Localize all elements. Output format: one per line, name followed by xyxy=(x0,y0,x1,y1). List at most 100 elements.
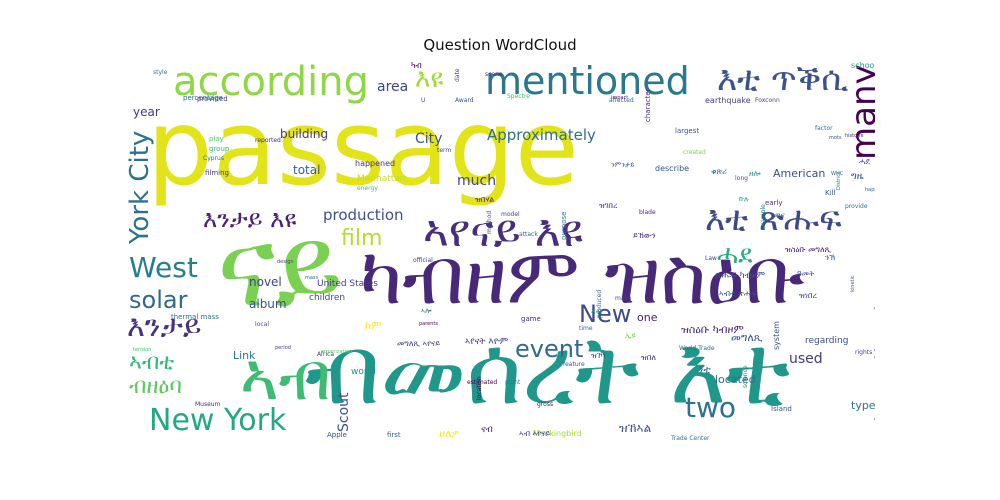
word-29: much xyxy=(457,173,497,189)
word-87: group xyxy=(209,145,230,153)
word-71: ኣብ xyxy=(591,307,603,316)
word-82: ንኽ xyxy=(825,253,836,262)
word-53: school xyxy=(851,62,875,70)
word-37: Link xyxy=(233,349,256,362)
word-11: York City xyxy=(125,130,155,244)
word-106: largest xyxy=(675,127,700,135)
word-146: histoire xyxy=(845,133,864,139)
word-57: ጽሑፍ ካብዞም xyxy=(715,271,766,281)
word-109: affected xyxy=(609,97,634,104)
word-110: Award xyxy=(455,97,474,104)
word-51: regarding xyxy=(805,336,849,346)
word-3: ካብዘም ዝስዕቡ xyxy=(360,232,806,322)
word-59: መግለጺ xyxy=(731,331,763,344)
word-104: Foxconn xyxy=(755,97,780,104)
word-131: blade xyxy=(639,209,656,216)
word-88: Cyprus xyxy=(203,155,224,162)
word-84: style xyxy=(153,69,168,76)
word-83: ይኸውን xyxy=(633,231,656,240)
word-124: energy xyxy=(357,185,378,192)
word-7: ኣየናይ እዩ xyxy=(423,206,583,257)
word-121: official xyxy=(413,257,433,264)
word-13: እቲ ጽሑፍ xyxy=(705,199,842,239)
word-4: according xyxy=(173,62,369,105)
chart-title: Question WordCloud xyxy=(423,36,577,54)
word-33: building xyxy=(280,127,329,141)
word-60: ዝስዕቡ ካብዞም xyxy=(681,323,744,336)
word-90: reported xyxy=(255,137,281,144)
word-10: West xyxy=(129,251,198,284)
word-141: WHC xyxy=(831,171,844,177)
word-0: passage xyxy=(147,87,579,209)
word-58: ዝስዕቡ መግለጺ xyxy=(785,245,832,254)
word-62: ኣየናት እዮም xyxy=(465,337,509,347)
word-85: provided xyxy=(197,95,228,103)
word-114: game xyxy=(521,315,541,323)
word-134: kinetic xyxy=(850,275,856,292)
word-120: purpose xyxy=(560,211,568,240)
word-64: ኣብቲ ጽሑፍ xyxy=(719,289,758,298)
word-118: estimated xyxy=(467,379,498,386)
word-17: እንታይ xyxy=(127,309,202,344)
word-44: United States xyxy=(317,279,378,289)
word-35: novel xyxy=(249,275,282,289)
word-119: make xyxy=(615,295,632,302)
word-139: impact xyxy=(611,95,629,101)
word-22: እንታይ እዩ xyxy=(203,205,297,233)
word-14: event xyxy=(515,335,584,363)
word-116: feature xyxy=(563,361,585,368)
word-50: describe xyxy=(655,164,690,173)
word-27: ሓደ xyxy=(717,240,753,270)
word-21: Approximately xyxy=(487,126,596,144)
word-79: ኩሉ xyxy=(739,195,750,203)
word-138: date xyxy=(454,68,461,82)
word-102: World Trade xyxy=(679,345,715,352)
word-129: happens xyxy=(865,187,875,193)
word-65: ዘሎ xyxy=(749,169,761,178)
word-147: mass xyxy=(305,275,319,281)
word-130: organization xyxy=(321,349,353,355)
word-81: ዝገበረ xyxy=(599,201,618,210)
word-112: Spectre xyxy=(507,93,530,100)
word-86: play xyxy=(209,135,224,143)
word-9: ኣብ xyxy=(240,338,332,415)
word-127: long xyxy=(735,175,748,182)
word-12: many xyxy=(844,64,875,160)
word-23: production xyxy=(323,206,404,224)
word-151: ንምንታይ xyxy=(611,161,635,169)
word-40: type xyxy=(851,399,875,412)
word-cloud: passage ናይ ብመሰረት እቲ ካብዘም ዝስዕቡ according menti… xyxy=(125,62,875,440)
word-70: ዋና xyxy=(775,211,785,220)
word-46: world xyxy=(351,367,376,377)
word-74: ዝበለ xyxy=(641,353,657,362)
word-48: percentage xyxy=(183,94,223,102)
word-148: design xyxy=(277,259,294,265)
word-30: City xyxy=(415,131,443,147)
word-55: ዝኸኣል xyxy=(619,421,652,435)
word-100: Island xyxy=(771,405,792,413)
word-18: film xyxy=(341,226,383,251)
word-126: early xyxy=(765,199,783,207)
word-103: rights xyxy=(855,349,873,356)
word-69: ኣብ ኣየናይ xyxy=(519,429,551,438)
word-8: New York xyxy=(149,403,287,438)
word-143: tension xyxy=(133,347,152,353)
word-94: Museum xyxy=(195,401,221,408)
word-67: ናብ xyxy=(481,425,493,435)
word-145: mots xyxy=(829,135,842,141)
word-92: local xyxy=(255,321,269,328)
word-16: described xyxy=(871,304,875,432)
word-54: system xyxy=(772,321,781,350)
word-117: plant xyxy=(505,379,521,386)
word-43: Manhattan xyxy=(357,174,406,184)
word-93: Africa xyxy=(317,351,335,358)
word-111: scene xyxy=(485,71,503,78)
word-66: ነቲ xyxy=(699,363,711,376)
word-49: earthquake xyxy=(705,96,751,105)
word-5: mentioned xyxy=(485,62,690,103)
word-150: ኣሎ xyxy=(421,307,432,315)
word-36: album xyxy=(249,297,287,311)
word-91: thermal mass xyxy=(171,313,219,321)
word-31: area xyxy=(377,79,409,95)
word-24: ብዘዕባ xyxy=(129,374,182,399)
